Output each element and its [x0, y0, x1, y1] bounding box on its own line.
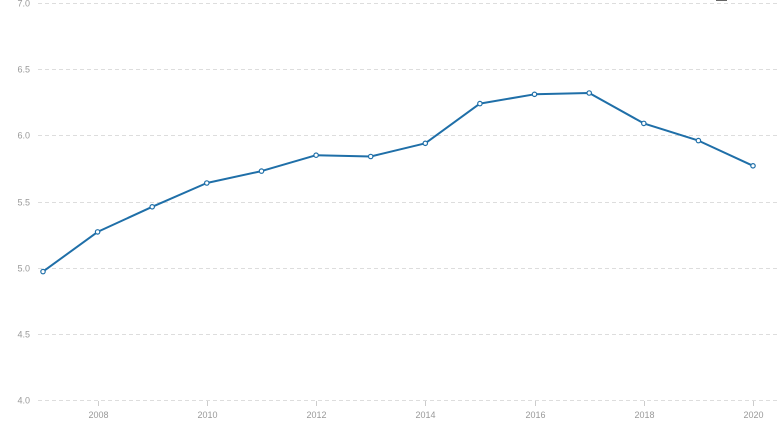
x-tick-label: 2014 — [415, 410, 435, 420]
data-point[interactable] — [40, 268, 46, 275]
x-tick-label: 2012 — [306, 410, 326, 420]
y-tick-label: 6.0 — [17, 131, 30, 141]
data-point[interactable] — [258, 168, 265, 174]
x-tick-label: 2018 — [634, 410, 654, 420]
data-point[interactable] — [367, 153, 374, 160]
data-point[interactable] — [750, 163, 756, 169]
data-point[interactable] — [695, 137, 702, 144]
x-tick-label: 2010 — [197, 410, 217, 420]
y-tick-label: 5.0 — [17, 264, 30, 274]
data-point[interactable] — [204, 180, 210, 186]
y-tick-label: 6.5 — [17, 65, 30, 75]
data-point[interactable] — [313, 152, 319, 159]
data-point[interactable] — [640, 120, 647, 127]
series-layer — [40, 90, 756, 275]
y-tick-label: 4.0 — [17, 396, 30, 406]
y-tick-label: 5.5 — [17, 198, 30, 208]
data-point[interactable] — [531, 91, 538, 98]
x-tick-label: 2020 — [743, 410, 763, 420]
data-point[interactable] — [477, 100, 483, 107]
data-point[interactable] — [149, 204, 156, 210]
x-tick-label: 2008 — [88, 410, 108, 420]
y-tick-label: 4.5 — [17, 330, 30, 340]
x-tick-label: 2016 — [525, 410, 545, 420]
x-axis-ticks: 2008 2010 2012 2014 2016 2018 2020 — [88, 401, 764, 420]
series-line — [42, 92, 754, 273]
y-tick-label: 7.0 — [17, 0, 30, 9]
data-point[interactable] — [94, 229, 101, 235]
grid-layer — [38, 3, 777, 401]
data-point[interactable] — [586, 90, 593, 96]
data-point[interactable] — [422, 140, 429, 147]
y-axis-ticks: 4.0 4.5 5.0 5.5 6.0 6.5 7.0 — [17, 0, 30, 406]
